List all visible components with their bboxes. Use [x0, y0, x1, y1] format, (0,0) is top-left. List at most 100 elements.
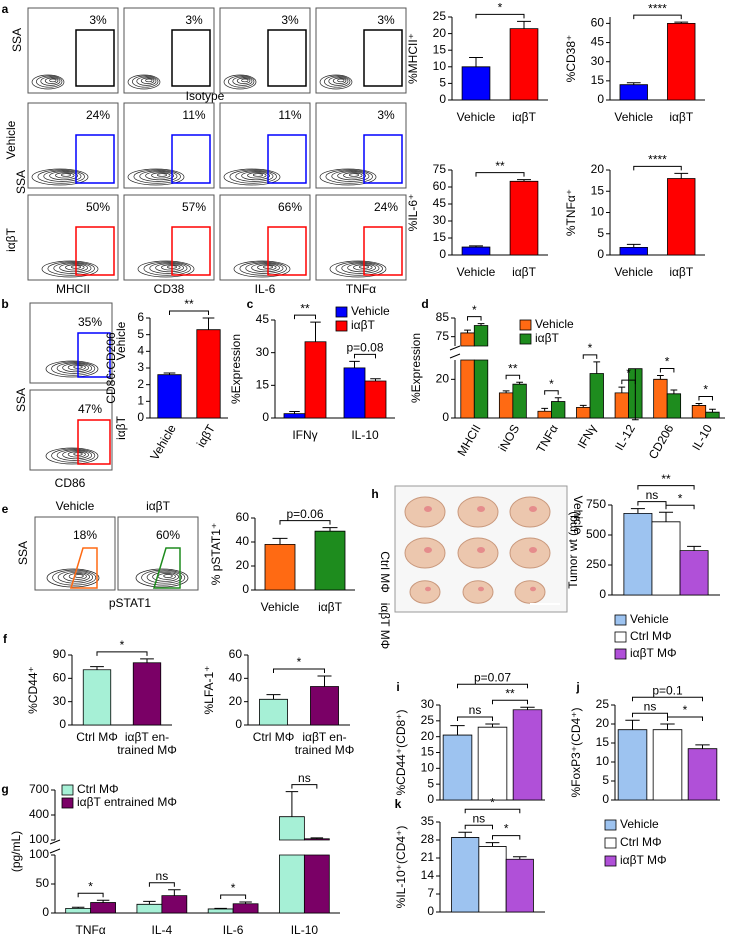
contour — [241, 78, 249, 83]
error-bar — [520, 706, 535, 710]
error-bar — [485, 723, 500, 728]
axis-label: SSA — [14, 388, 28, 412]
bar — [478, 846, 507, 913]
gate — [363, 29, 403, 87]
legend-swatch — [335, 320, 348, 332]
error-bar — [96, 899, 110, 903]
significance-bracket — [582, 354, 598, 359]
error-bar — [310, 837, 324, 839]
bar — [303, 838, 330, 914]
significance-label: **** — [648, 1, 667, 15]
axis-label: SSA — [14, 170, 28, 194]
x-tick-label: Ctrl MΦ — [252, 731, 295, 744]
panel-letter: j — [575, 680, 579, 694]
error-bar — [630, 508, 645, 514]
error-bar — [674, 21, 689, 24]
y-tick-label: 0 — [59, 717, 66, 731]
y-tick-label: 35 — [421, 814, 435, 828]
bar — [512, 383, 527, 419]
y-tick-label: 0 — [42, 905, 49, 919]
significance-label: * — [588, 341, 593, 355]
contour — [343, 172, 363, 179]
y-tick-label: 100 — [29, 832, 49, 846]
error-bar — [554, 397, 562, 402]
y-tick-label: 15 — [591, 73, 605, 87]
y-axis-label: %Expression — [229, 334, 243, 404]
y-tick-label: 60 — [236, 510, 250, 524]
y-tick-label: 75 — [433, 162, 447, 176]
y-tick-label: 20 — [596, 716, 610, 730]
panel-letter: h — [371, 487, 378, 501]
error-bar — [670, 389, 678, 394]
contour — [52, 569, 97, 586]
x-tick-label-box: iαβT en-trained MΦ — [117, 731, 177, 757]
error-bar — [541, 407, 549, 412]
contour — [53, 262, 92, 274]
x-tick-label: TNFα — [534, 422, 561, 455]
y-tick-label: 20 — [436, 372, 450, 386]
contour — [329, 260, 387, 278]
contour — [43, 170, 82, 182]
legend-swatch — [614, 648, 627, 660]
y-tick-label: 15 — [596, 735, 610, 749]
contour — [337, 171, 366, 181]
legend-swatch — [614, 631, 627, 643]
bar — [314, 530, 346, 591]
contour — [324, 75, 351, 88]
y-tick-label: 0 — [262, 410, 269, 424]
significance-label: * — [88, 879, 93, 893]
contour — [149, 262, 188, 274]
contour — [245, 262, 284, 274]
y-tick-label: 60 — [433, 179, 447, 193]
x-tick-label-box: Ctrl MΦ — [252, 731, 295, 744]
legend-swatch — [61, 797, 74, 809]
contour — [31, 74, 65, 90]
y-axis-label: Tumor wt (mg) — [566, 511, 580, 589]
legend-swatch — [604, 837, 617, 849]
error-bar — [517, 20, 531, 29]
bar — [509, 180, 539, 256]
gate — [171, 134, 211, 184]
x-tick-label: IFNγ — [575, 422, 600, 451]
error-bar — [469, 245, 483, 248]
legend-swatch — [604, 855, 617, 867]
gate-percent: 11% — [278, 108, 301, 122]
y-tick-label: 0 — [602, 792, 609, 806]
significance-label: ns — [644, 699, 657, 713]
legend-swatch — [519, 333, 532, 345]
tumor-spot — [530, 586, 536, 592]
contour — [63, 571, 90, 582]
significance-bracket — [220, 894, 247, 899]
legend-label: Ctrl MΦ — [620, 835, 662, 849]
x-tick-label: iαβT — [318, 600, 343, 614]
gate-percent: 11% — [182, 108, 205, 122]
gate — [77, 332, 111, 378]
bar — [304, 341, 327, 419]
axis-label: pSTAT1 — [109, 596, 152, 610]
tumor — [404, 537, 446, 569]
gate-percent: 3% — [89, 13, 107, 27]
error-bar — [202, 317, 215, 330]
bar — [505, 858, 534, 913]
y-tick-label: 30 — [421, 697, 435, 711]
bar — [259, 698, 288, 726]
contour — [135, 568, 189, 588]
y-tick-label: 25 — [433, 9, 447, 23]
y-tick-label: 6 — [137, 310, 144, 324]
x-tick-label: Ctrl MΦ — [76, 731, 118, 744]
bar — [451, 837, 480, 913]
contour — [156, 173, 168, 177]
contour — [41, 260, 99, 278]
bar — [537, 410, 552, 419]
error-bar — [370, 378, 381, 381]
bar — [679, 550, 709, 596]
bar — [461, 246, 491, 256]
significance-label: ** — [300, 301, 310, 315]
column-label: iαβT — [146, 499, 171, 513]
tumor — [462, 580, 494, 604]
gate — [75, 226, 115, 276]
error-bar — [695, 403, 703, 406]
row-label: Vehicle — [4, 120, 18, 159]
y-tick-label: 20 — [591, 162, 605, 176]
column-label: Vehicle — [56, 499, 95, 513]
